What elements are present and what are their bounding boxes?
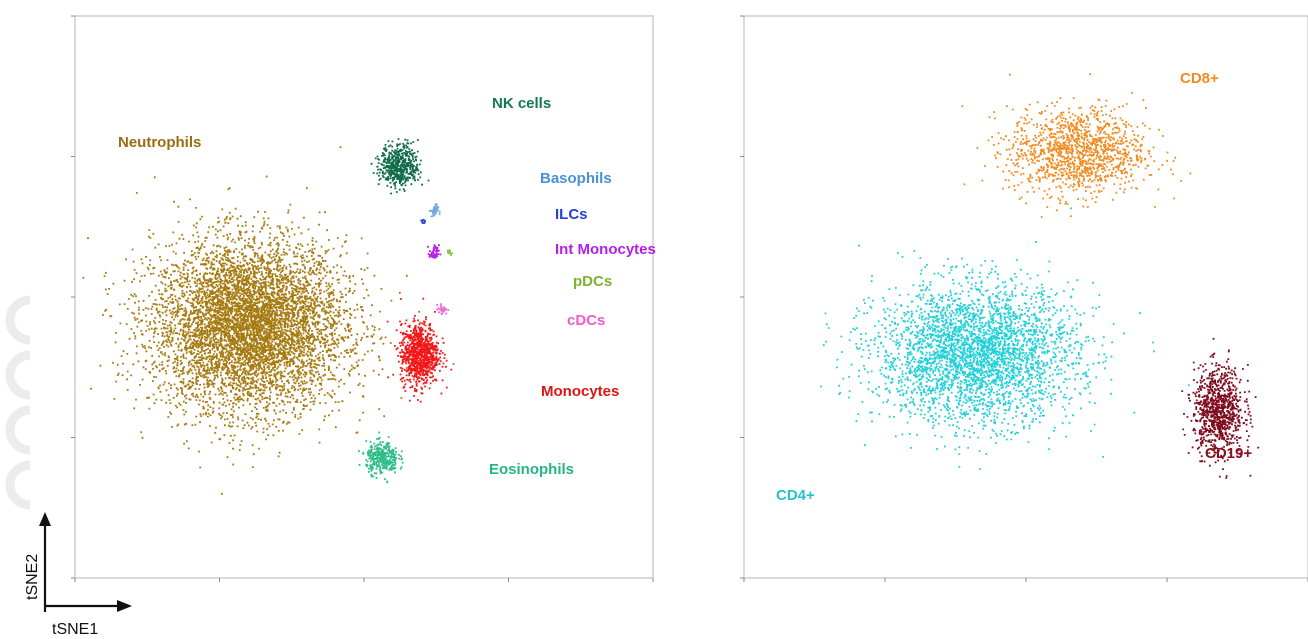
cluster-label: pDCs bbox=[573, 273, 612, 290]
scatter-points bbox=[428, 203, 441, 218]
series-neutrophils bbox=[82, 146, 455, 495]
scatter-points bbox=[386, 297, 453, 403]
x-axis-label: tSNE1 bbox=[52, 621, 98, 638]
series-cd8- bbox=[961, 73, 1192, 218]
scatter-points bbox=[427, 244, 442, 259]
right-panel-frame bbox=[743, 15, 1308, 579]
cluster-label: cDCs bbox=[567, 312, 605, 329]
series-cd19- bbox=[1181, 337, 1260, 479]
scatter-points bbox=[820, 207, 1190, 470]
watermark bbox=[5, 295, 31, 510]
right-scatter bbox=[820, 73, 1260, 479]
series-int-monocytes bbox=[427, 244, 442, 259]
cluster-label: Basophils bbox=[540, 170, 612, 187]
series-ilcs bbox=[420, 218, 426, 224]
series-cdcs bbox=[436, 303, 450, 316]
y-arrowhead bbox=[39, 512, 51, 526]
series-cd4- bbox=[820, 207, 1190, 470]
y-axis-label: tSNE2 bbox=[24, 554, 41, 600]
scatter-points bbox=[961, 73, 1192, 218]
scatter-points bbox=[446, 249, 453, 256]
left-scatter bbox=[82, 138, 455, 495]
cluster-label: Eosinophils bbox=[489, 461, 574, 478]
scatter-points bbox=[436, 303, 450, 316]
cluster-label: CD8+ bbox=[1180, 70, 1219, 87]
cluster-label: Monocytes bbox=[541, 383, 619, 400]
right-cluster-labels: CD4+ CD8+ CD19+ bbox=[776, 70, 1252, 504]
series-monocytes bbox=[386, 297, 453, 403]
scatter-points bbox=[1181, 337, 1260, 479]
axis-ticks bbox=[71, 15, 1308, 582]
scatter-points bbox=[358, 431, 404, 484]
series-nk-cells bbox=[370, 138, 430, 195]
cluster-label: Neutrophils bbox=[118, 134, 201, 151]
cluster-label: ILCs bbox=[555, 206, 588, 223]
orientation-axes: tSNE1 tSNE2 bbox=[24, 512, 132, 638]
series-eosinophils bbox=[358, 431, 404, 484]
cluster-label: Int Monocytes bbox=[555, 241, 656, 258]
scatter-points bbox=[82, 146, 455, 495]
cluster-label: CD4+ bbox=[776, 487, 815, 504]
scatter-points bbox=[420, 218, 426, 224]
left-panel-frame bbox=[74, 15, 654, 579]
left-cluster-labels: Neutrophils NK cells Basophils ILCs Int Mono… bbox=[118, 95, 656, 478]
x-arrowhead bbox=[117, 600, 132, 612]
series-pdcs bbox=[446, 249, 453, 256]
scatter-points bbox=[370, 138, 430, 195]
series-basophils bbox=[428, 203, 441, 218]
cluster-label: NK cells bbox=[492, 95, 551, 112]
cluster-label: CD19+ bbox=[1205, 445, 1252, 462]
